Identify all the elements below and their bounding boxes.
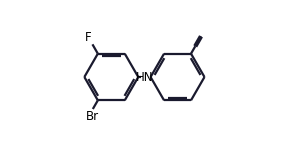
Text: HN: HN [136,71,153,83]
Text: Br: Br [86,110,99,123]
Text: F: F [85,30,92,44]
